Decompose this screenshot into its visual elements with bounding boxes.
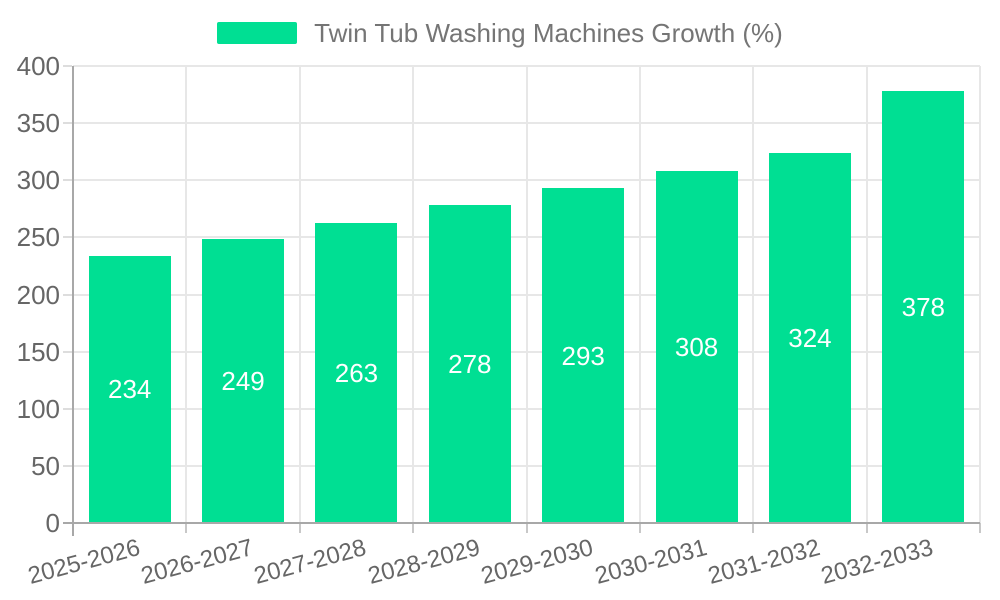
y-axis-tick [63,236,72,239]
y-axis-tick-label: 250 [16,222,60,253]
gridline-vertical [412,66,415,523]
y-axis-tick [63,407,72,410]
y-axis-tick [63,350,72,353]
bar-2028-2029[interactable] [428,205,511,522]
y-axis-tick-label: 350 [16,108,60,139]
y-axis-tick [63,464,72,467]
x-axis-tick [298,523,301,533]
y-axis-tick-label: 150 [16,336,60,367]
gridline-vertical [752,66,755,523]
legend-label: Twin Tub Washing Machines Growth (%) [314,18,783,48]
x-axis-tick [412,523,415,533]
y-axis-tick-label: 400 [16,51,60,81]
y-axis-tick-label: 300 [16,165,60,196]
y-axis-tick [63,65,72,67]
x-axis-tick [752,523,755,533]
gridline-vertical [979,66,981,523]
gridline-vertical [185,66,188,523]
bar-2026-2027[interactable] [202,238,285,522]
bar-2032-2033[interactable] [882,91,965,522]
bar-2029-2030[interactable] [542,188,625,522]
y-axis-tick [63,122,72,125]
x-axis-tick [185,523,188,533]
bar-2030-2031[interactable] [655,171,738,522]
gridline-vertical [865,66,868,523]
x-axis-line [63,522,980,524]
bar-2025-2026[interactable] [88,255,171,522]
x-axis-tick [525,523,528,533]
y-axis-tick-label: 100 [16,393,60,424]
y-axis-tick-label: 50 [31,450,60,481]
bar-2027-2028[interactable] [315,222,398,522]
legend-swatch [217,22,298,44]
gridline-vertical [298,66,301,523]
x-axis-tick [865,523,868,533]
y-axis-tick [63,179,72,182]
x-axis-tick [638,523,641,533]
x-axis-tick [979,523,981,533]
y-axis-line [72,66,74,536]
bar-2031-2032[interactable] [768,152,851,522]
gridline-vertical [525,66,528,523]
y-axis-tick [63,293,72,296]
gridline-vertical [638,66,641,523]
legend-item[interactable]: Twin Tub Washing Machines Growth (%) [0,14,1000,52]
y-axis-tick-label: 200 [16,279,60,310]
y-axis-tick-label: 0 [45,508,60,538]
